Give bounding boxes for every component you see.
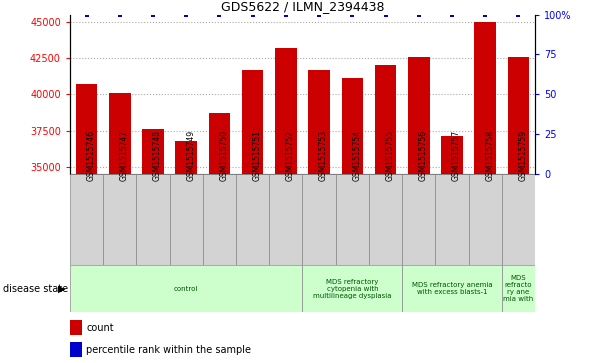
Point bbox=[447, 12, 457, 17]
Bar bbox=[441, 136, 463, 363]
Bar bbox=[336, 174, 369, 265]
Bar bbox=[369, 174, 402, 265]
Bar bbox=[375, 65, 396, 363]
Bar bbox=[502, 265, 535, 312]
Text: GSM1515749: GSM1515749 bbox=[186, 130, 195, 182]
Point bbox=[81, 12, 91, 17]
Text: GSM1515759: GSM1515759 bbox=[519, 130, 527, 182]
Bar bbox=[474, 22, 496, 363]
Text: MDS
refracto
ry ane
mia with: MDS refracto ry ane mia with bbox=[503, 275, 534, 302]
Title: GDS5622 / ILMN_2394438: GDS5622 / ILMN_2394438 bbox=[221, 0, 384, 13]
Point bbox=[281, 12, 291, 17]
Bar bbox=[508, 57, 529, 363]
Text: GSM1515752: GSM1515752 bbox=[286, 131, 295, 182]
Bar bbox=[236, 174, 269, 265]
Text: GSM1515746: GSM1515746 bbox=[86, 130, 95, 182]
Text: GSM1515751: GSM1515751 bbox=[253, 131, 261, 182]
Bar bbox=[170, 174, 203, 265]
Bar bbox=[275, 48, 297, 363]
Bar bbox=[109, 93, 131, 363]
Bar bbox=[70, 320, 81, 335]
Text: GSM1515748: GSM1515748 bbox=[153, 131, 162, 182]
Text: GSM1515750: GSM1515750 bbox=[219, 130, 229, 182]
Bar bbox=[242, 70, 263, 363]
Bar bbox=[469, 174, 502, 265]
Bar bbox=[269, 174, 302, 265]
Text: MDS refractory
cytopenia with
multilineage dysplasia: MDS refractory cytopenia with multilinea… bbox=[313, 278, 392, 299]
Point bbox=[181, 12, 191, 17]
Text: GSM1515747: GSM1515747 bbox=[120, 130, 129, 182]
Point bbox=[248, 12, 258, 17]
Bar bbox=[408, 57, 430, 363]
Point bbox=[115, 12, 125, 17]
Text: disease state: disease state bbox=[3, 284, 68, 294]
Bar bbox=[209, 113, 230, 363]
Bar bbox=[308, 70, 330, 363]
Text: GSM1515753: GSM1515753 bbox=[319, 130, 328, 182]
Point bbox=[314, 12, 324, 17]
Point bbox=[347, 12, 357, 17]
Point bbox=[381, 12, 390, 17]
Bar bbox=[402, 174, 435, 265]
Point bbox=[414, 12, 424, 17]
Text: percentile rank within the sample: percentile rank within the sample bbox=[86, 345, 251, 355]
Bar bbox=[203, 174, 236, 265]
Point bbox=[480, 12, 490, 17]
Bar bbox=[502, 174, 535, 265]
Text: count: count bbox=[86, 323, 114, 333]
Bar bbox=[70, 265, 302, 312]
Bar bbox=[302, 265, 402, 312]
Bar bbox=[302, 174, 336, 265]
Text: control: control bbox=[174, 286, 198, 291]
Bar bbox=[435, 174, 469, 265]
Bar bbox=[103, 174, 136, 265]
Text: ▶: ▶ bbox=[58, 284, 65, 294]
Bar bbox=[175, 141, 197, 363]
Text: GSM1515757: GSM1515757 bbox=[452, 130, 461, 182]
Text: GSM1515758: GSM1515758 bbox=[485, 131, 494, 182]
Bar bbox=[76, 84, 97, 363]
Text: GSM1515754: GSM1515754 bbox=[352, 130, 361, 182]
Bar bbox=[70, 174, 103, 265]
Bar bbox=[142, 129, 164, 363]
Text: GSM1515756: GSM1515756 bbox=[419, 130, 428, 182]
Bar bbox=[70, 342, 81, 357]
Point bbox=[148, 12, 158, 17]
Text: MDS refractory anemia
with excess blasts-1: MDS refractory anemia with excess blasts… bbox=[412, 282, 492, 295]
Bar bbox=[402, 265, 502, 312]
Point bbox=[215, 12, 224, 17]
Bar bbox=[136, 174, 170, 265]
Point bbox=[514, 12, 523, 17]
Text: GSM1515755: GSM1515755 bbox=[385, 130, 395, 182]
Bar bbox=[342, 78, 363, 363]
